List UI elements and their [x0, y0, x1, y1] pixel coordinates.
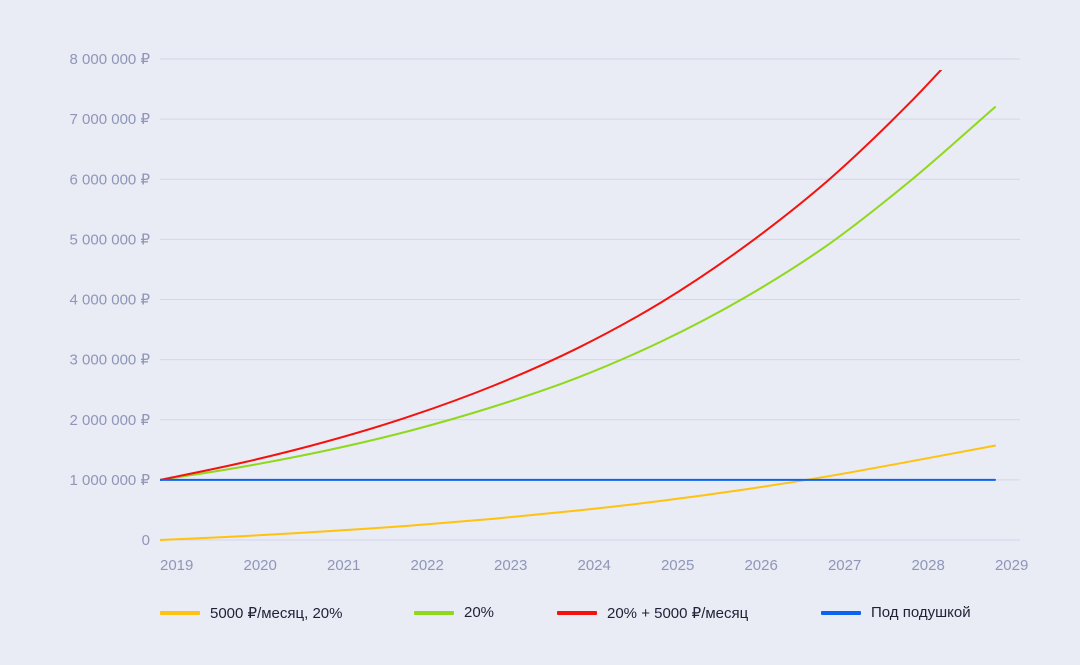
legend-swatch: [821, 610, 861, 615]
y-tick-label: 6 000 000 ₽: [70, 171, 151, 188]
x-tick-label: 2028: [911, 557, 944, 574]
y-tick-label: 4 000 000 ₽: [70, 292, 151, 309]
x-tick-label: 2024: [577, 557, 610, 574]
legend-swatch: [414, 610, 454, 615]
x-tick-label: 2021: [327, 557, 360, 574]
x-axis-tick-labels: 2019 2020 2021 2022 2023 2024 2025 2026 2027 2028…: [160, 557, 1028, 574]
y-tick-label: 2 000 000 ₽: [70, 412, 151, 429]
series-line-red: [160, 70, 943, 481]
x-tick-label: 2020: [244, 557, 277, 574]
x-tick-label: 2019: [160, 557, 193, 574]
y-tick-label: 5 000 000 ₽: [70, 231, 151, 248]
legend-swatch: [557, 611, 597, 615]
series-line-green: [160, 106, 996, 481]
x-tick-label: 2029: [995, 557, 1028, 574]
x-tick-label: 2027: [828, 557, 861, 574]
legend-swatch: [160, 611, 200, 615]
series-line-yellow: [160, 444, 996, 541]
y-tick-label: 7 000 000 ₽: [70, 111, 151, 128]
line-chart: 0 1 000 000 ₽ 2 000 000 ₽ 3 000 000 ₽ 4 000 …: [70, 51, 1029, 574]
x-tick-label: 2023: [494, 557, 527, 574]
y-tick-label: 1 000 000 ₽: [70, 472, 151, 489]
x-tick-label: 2025: [661, 557, 694, 574]
x-tick-label: 2026: [744, 557, 777, 574]
y-tick-label: 3 000 000 ₽: [70, 352, 151, 369]
y-axis-tick-labels: 0 1 000 000 ₽ 2 000 000 ₽ 3 000 000 ₽ 4 000 …: [70, 51, 151, 549]
legend-item-green: 20%: [414, 604, 494, 621]
legend-label: 5000 ₽/месяц, 20%: [210, 605, 343, 622]
legend-item-red: 20% + 5000 ₽/месяц: [557, 604, 748, 622]
legend-item-yellow: 5000 ₽/месяц, 20%: [160, 604, 342, 622]
y-tick-label: 0: [142, 532, 150, 549]
legend-item-blue: Под подушкой: [821, 604, 971, 621]
y-tick-label: 8 000 000 ₽: [70, 51, 151, 68]
x-tick-label: 2022: [410, 557, 443, 574]
series-lines: [160, 70, 996, 541]
legend-label: 20%: [464, 604, 495, 621]
legend-label: Под подушкой: [871, 604, 971, 621]
legend: 5000 ₽/месяц, 20% 20% 20% + 5000 ₽/месяц…: [0, 604, 1080, 628]
grid-lines: [160, 58, 1020, 541]
legend-label: 20% + 5000 ₽/месяц: [607, 605, 749, 622]
